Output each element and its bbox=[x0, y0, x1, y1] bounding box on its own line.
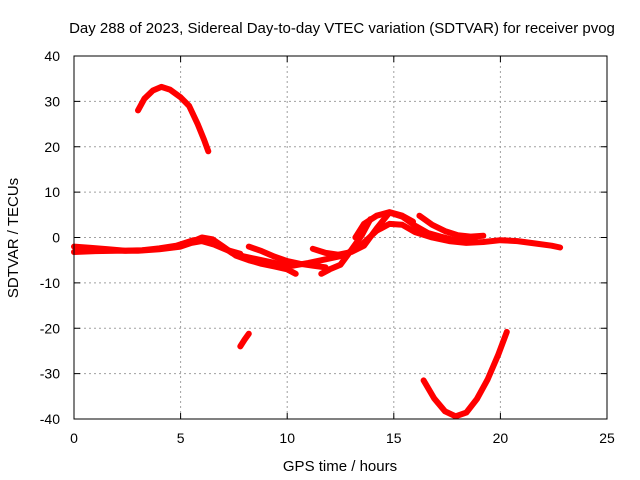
series-line-arc-11 bbox=[420, 328, 510, 420]
data-series bbox=[71, 83, 564, 420]
series-line-arc-8 bbox=[416, 212, 487, 240]
y-tick-label: 30 bbox=[44, 93, 60, 109]
y-tick-label: -20 bbox=[40, 320, 60, 336]
chart-title: Day 288 of 2023, Sidereal Day-to-day VTE… bbox=[69, 20, 615, 37]
y-tick-label: 20 bbox=[44, 139, 60, 155]
axis-ticks bbox=[73, 55, 608, 420]
series-line-arc-4 bbox=[245, 243, 329, 271]
y-tick-label: -40 bbox=[40, 411, 60, 427]
x-tick-label: 15 bbox=[386, 430, 402, 446]
x-tick-label: 20 bbox=[493, 430, 509, 446]
series-line-arc-7 bbox=[352, 209, 416, 241]
y-axis-label: SDTVAR / TECUs bbox=[5, 178, 22, 298]
series-line-arc-5 bbox=[318, 216, 374, 277]
series-line-arc-10 bbox=[237, 330, 252, 350]
y-tick-label: 10 bbox=[44, 184, 60, 200]
x-tick-labels: 0 5 10 15 20 25 bbox=[70, 430, 615, 446]
y-tick-labels: -40 -30 -20 -10 0 10 20 30 40 bbox=[40, 48, 60, 427]
x-tick-label: 10 bbox=[279, 430, 295, 446]
x-axis-label: GPS time / hours bbox=[283, 458, 397, 475]
x-tick-label: 0 bbox=[70, 430, 78, 446]
y-tick-label: -30 bbox=[40, 366, 60, 382]
y-tick-label: -10 bbox=[40, 275, 60, 291]
x-tick-label: 5 bbox=[177, 430, 185, 446]
y-tick-label: 40 bbox=[44, 48, 60, 64]
y-tick-label: 0 bbox=[52, 230, 60, 246]
series-line-arc-3 bbox=[190, 234, 299, 277]
x-tick-label: 25 bbox=[599, 430, 615, 446]
series-line-arc-9 bbox=[135, 83, 212, 155]
